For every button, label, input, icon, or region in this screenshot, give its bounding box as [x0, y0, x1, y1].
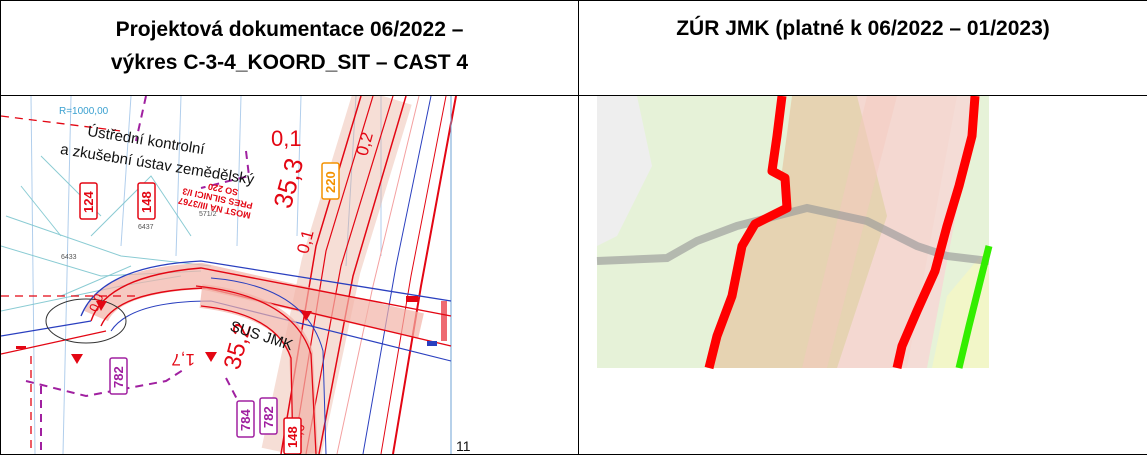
left-header-line-1: Projektová dokumentace 06/2022 –: [1, 13, 578, 46]
label-radius: R=1000,00: [59, 106, 109, 117]
project-drawing: R=1000,00 Ústřední kontrolní a zkušební …: [1, 96, 579, 454]
left-column-header: Projektová dokumentace 06/2022 – výkres …: [1, 1, 579, 96]
road-badge-220: 220: [323, 171, 338, 193]
zur-map-cell: [579, 96, 1147, 455]
label-value-01-top: 0,1: [271, 126, 302, 151]
road-badge-148-bottom: 148: [285, 426, 300, 448]
zur-map: [579, 96, 1147, 454]
label-value-11: 11: [456, 438, 471, 454]
road-badge-124: 124: [81, 191, 96, 213]
road-badge-782-left: 782: [111, 366, 126, 388]
plot-number-571: 571/2: [199, 211, 217, 218]
project-drawing-cell: R=1000,00 Ústřední kontrolní a zkušební …: [1, 96, 579, 455]
plot-number-6433: 6433: [61, 254, 77, 261]
road-badge-782-right: 782: [261, 406, 276, 428]
plot-number-6437: 6437: [138, 224, 154, 231]
road-badge-784: 784: [238, 409, 253, 431]
road-badge-148-top: 148: [139, 191, 154, 213]
label-value-17: 1,7: [171, 350, 195, 369]
left-header-line-2: výkres C-3-4_KOORD_SIT – CAST 4: [1, 46, 578, 79]
right-column-header: ZÚR JMK (platné k 06/2022 – 01/2023): [579, 1, 1147, 96]
